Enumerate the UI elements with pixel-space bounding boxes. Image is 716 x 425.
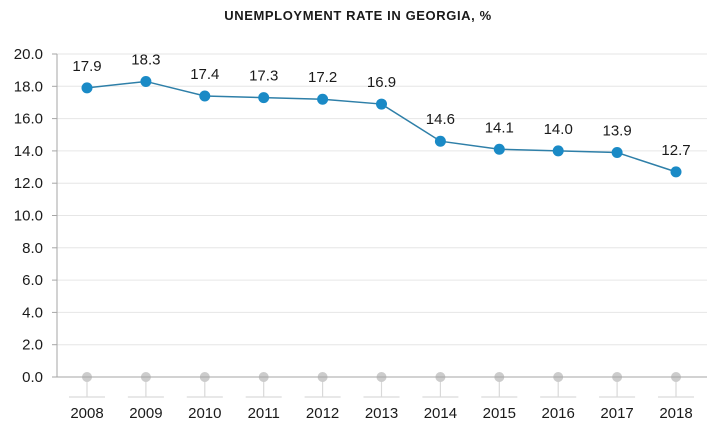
data-label: 14.0 [544, 121, 573, 138]
data-point [199, 90, 211, 102]
y-tick-label: 2.0 [22, 337, 43, 354]
x-tick-label: 2011 [248, 405, 280, 422]
y-tick-label: 14.0 [14, 143, 43, 160]
data-point [317, 93, 329, 105]
data-label: 14.6 [426, 111, 455, 128]
data-point [434, 135, 446, 147]
data-label: 17.3 [249, 68, 278, 85]
data-point [140, 75, 152, 87]
y-tick-label: 0.0 [22, 369, 43, 386]
y-tick-label: 8.0 [22, 240, 43, 257]
y-tick-label: 10.0 [14, 208, 43, 225]
data-point [258, 92, 270, 104]
x-axis: 2008 2009 2010 2011 2012 2013 2014 2015 2016 2017… [57, 376, 707, 422]
data-point [81, 82, 93, 94]
data-label: 17.4 [190, 66, 219, 83]
data-label: 17.2 [308, 69, 337, 86]
x-tick-label: 2010 [188, 405, 221, 422]
x-tick-label: 2009 [129, 405, 162, 422]
y-tick-label: 6.0 [22, 272, 43, 289]
data-point [552, 145, 564, 157]
series-unemployment [81, 75, 682, 178]
data-point [493, 143, 505, 155]
data-label: 12.7 [661, 142, 690, 159]
x-tick-label: 2012 [306, 405, 339, 422]
data-point [376, 98, 387, 110]
data-label: 16.9 [367, 74, 396, 91]
data-point [611, 147, 623, 159]
data-label: 14.1 [485, 119, 514, 136]
data-label: 13.9 [602, 123, 631, 140]
series-line [86, 80, 677, 173]
baseline-markers [69, 372, 694, 398]
data-labels: 17.9 18.3 17.4 17.3 17.2 16.9 14.6 14.1 14.0 13.9… [72, 51, 690, 158]
x-tick-label: 2015 [483, 405, 516, 422]
data-label: 18.3 [131, 51, 160, 68]
y-tick-label: 4.0 [22, 304, 43, 321]
data-point [670, 166, 682, 178]
x-tick-label: 2016 [542, 405, 575, 422]
y-axis: 0.0 2.0 4.0 6.0 8.0 10.0 12.0 14.0 16.0 18.0 20.0 [14, 46, 58, 386]
chart-title: UNEMPLOYMENT RATE IN GEORGIA, % [224, 8, 492, 23]
y-tick-label: 12.0 [14, 175, 43, 192]
x-tick-label: 2013 [365, 405, 398, 422]
y-tick-label: 20.0 [14, 46, 43, 63]
y-tick-label: 16.0 [14, 111, 43, 128]
gridlines [57, 53, 707, 346]
x-tick-label: 2017 [600, 405, 633, 422]
data-label: 17.9 [72, 58, 101, 75]
x-tick-label: 2018 [659, 405, 692, 422]
x-tick-label: 2014 [424, 405, 457, 422]
x-tick-label: 2008 [70, 405, 103, 422]
y-tick-label: 18.0 [14, 78, 43, 95]
